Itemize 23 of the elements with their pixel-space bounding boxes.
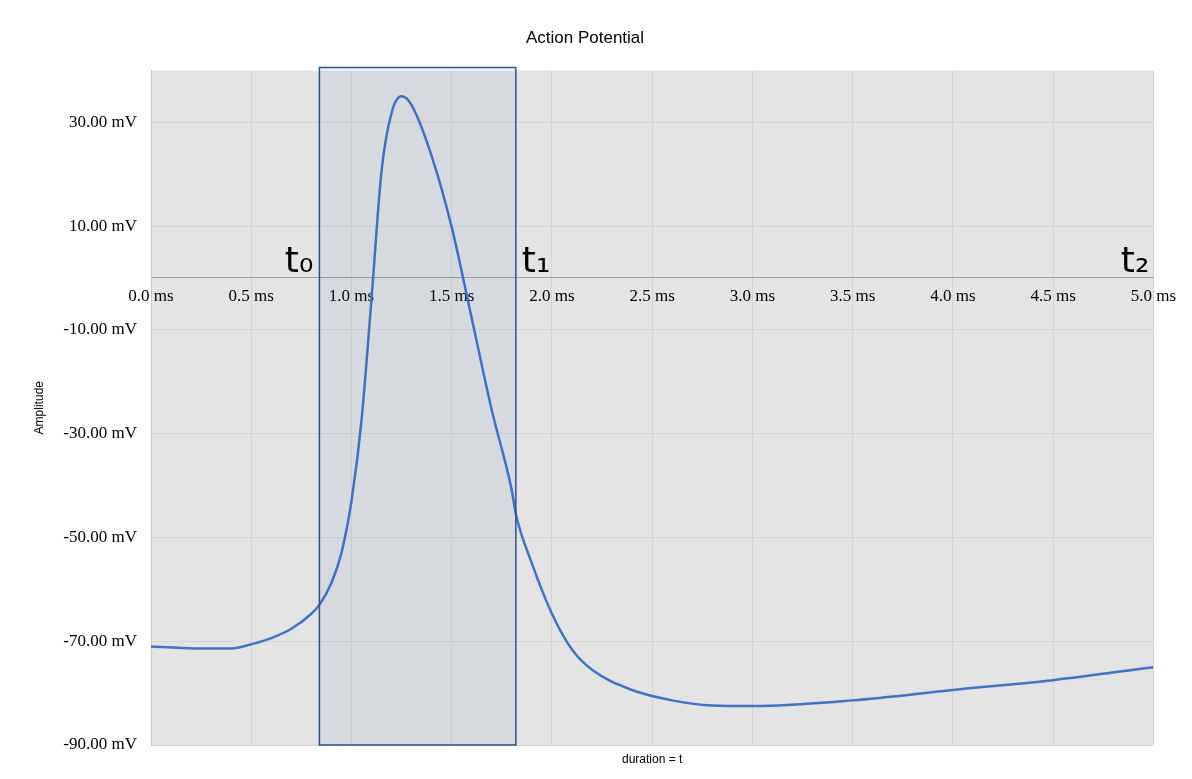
x-tick-label: 4.0 ms bbox=[930, 285, 976, 305]
chart-title: Action Potential bbox=[525, 27, 645, 47]
line-series bbox=[151, 95, 1154, 708]
y-tick-label: -30.00 mV bbox=[63, 423, 138, 443]
y-tick-label: 30.00 mV bbox=[69, 111, 138, 131]
x-axis-title: duration = t bbox=[621, 752, 684, 766]
y-tick-label: -10.00 mV bbox=[63, 319, 138, 339]
x-tick-label: 0.5 ms bbox=[228, 285, 274, 305]
y-tick-label: -50.00 mV bbox=[63, 526, 138, 546]
x-tick-label: 0.0 ms bbox=[128, 285, 174, 305]
annotation: t₀ bbox=[284, 238, 314, 280]
y-tick-label: -90.00 mV bbox=[63, 734, 138, 754]
y-axis-title: Amplitude bbox=[32, 380, 46, 435]
y-tick-label: 10.00 mV bbox=[69, 215, 138, 235]
x-tick-label: 4.5 ms bbox=[1030, 285, 1076, 305]
x-tick-label: 3.5 ms bbox=[829, 285, 876, 305]
x-tick-label: 2.5 ms bbox=[629, 285, 675, 305]
annotation: t₂ bbox=[1120, 238, 1150, 280]
y-tick-label: -70.00 mV bbox=[63, 630, 138, 650]
annotation: t₁ bbox=[521, 238, 551, 280]
x-tick-label: 5.0 ms bbox=[1130, 285, 1176, 305]
x-tick-label: 3.0 ms bbox=[729, 285, 776, 305]
x-tick-label: 2.0 ms bbox=[529, 285, 575, 305]
